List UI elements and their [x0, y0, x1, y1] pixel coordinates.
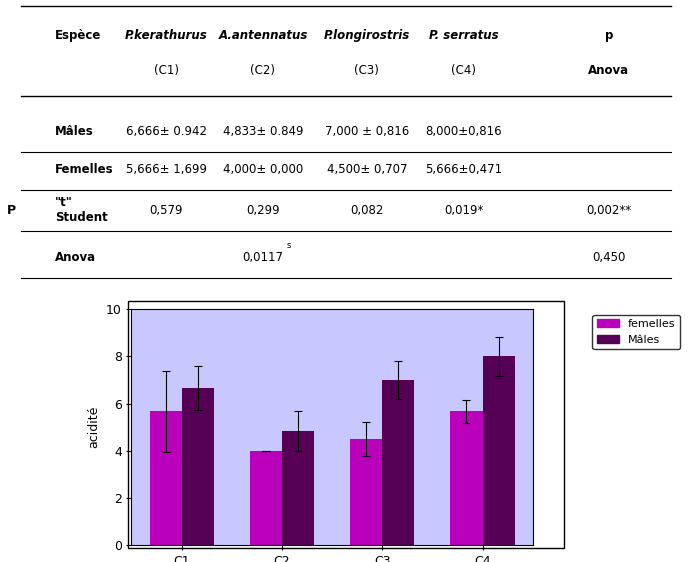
Text: p: p: [605, 29, 613, 42]
Text: (C2): (C2): [251, 64, 275, 76]
Text: P: P: [7, 204, 16, 217]
Bar: [482, 356, 515, 545]
Text: (C3): (C3): [354, 64, 379, 76]
Text: 5,666±0,471: 5,666±0,471: [425, 163, 502, 176]
Text: P. serratus: P. serratus: [429, 29, 498, 42]
Bar: [250, 451, 282, 545]
Text: 0,002**: 0,002**: [586, 204, 632, 217]
Text: 0,450: 0,450: [592, 251, 626, 264]
Text: 0,019*: 0,019*: [444, 204, 483, 217]
Bar: [382, 380, 415, 545]
Text: 6,666± 0.942: 6,666± 0.942: [125, 125, 207, 138]
Bar: [282, 431, 314, 545]
Bar: [350, 439, 382, 545]
Text: A.antennatus: A.antennatus: [218, 29, 308, 42]
Text: (C1): (C1): [154, 64, 179, 76]
Text: Anova: Anova: [55, 251, 96, 264]
Text: 4,500± 0,707: 4,500± 0,707: [327, 163, 407, 176]
Text: Mâles: Mâles: [55, 125, 94, 138]
Text: "t"
Student: "t" Student: [55, 196, 108, 224]
Text: Espèce: Espèce: [55, 29, 102, 42]
Bar: [182, 388, 214, 545]
Bar: [450, 411, 482, 545]
Y-axis label: acidité: acidité: [87, 406, 100, 448]
Text: (C4): (C4): [451, 64, 476, 76]
Text: 7,000 ± 0,816: 7,000 ± 0,816: [325, 125, 409, 138]
Legend: femelles, Mâles: femelles, Mâles: [592, 315, 680, 349]
Text: P.kerathurus: P.kerathurus: [125, 29, 208, 42]
Text: Anova: Anova: [588, 64, 630, 76]
Text: 4,000± 0,000: 4,000± 0,000: [223, 163, 303, 176]
Text: 0,082: 0,082: [350, 204, 383, 217]
Text: 0,0117: 0,0117: [242, 251, 284, 264]
Text: Femelles: Femelles: [55, 163, 114, 176]
Text: s: s: [287, 241, 291, 250]
Bar: [149, 411, 182, 545]
Text: 4,833± 0.849: 4,833± 0.849: [223, 125, 303, 138]
Text: 0,579: 0,579: [149, 204, 183, 217]
Text: P.longirostris: P.longirostris: [324, 29, 410, 42]
Text: 8,000±0,816: 8,000±0,816: [426, 125, 502, 138]
Text: 5,666± 1,699: 5,666± 1,699: [125, 163, 207, 176]
Text: 0,299: 0,299: [246, 204, 280, 217]
